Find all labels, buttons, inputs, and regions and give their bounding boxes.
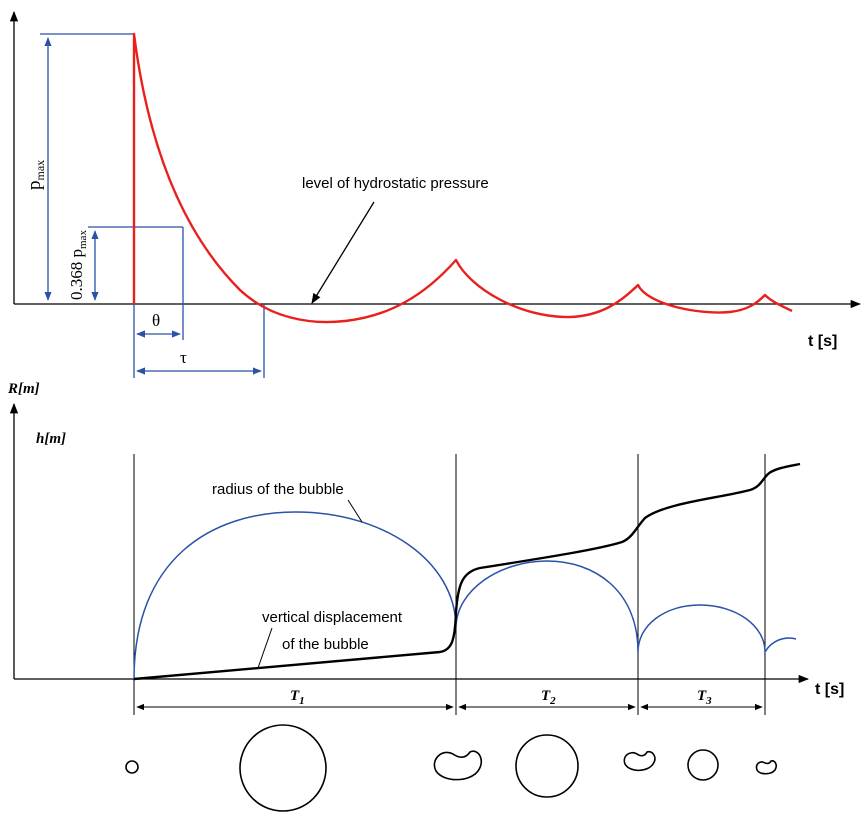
pmax-dimension <box>40 33 265 378</box>
bubble-shape-collapsed-2 <box>623 750 656 772</box>
decay-level-label: 0.368 pmax <box>67 230 89 300</box>
bubble-plot: R[m] h[m] t [s] radius of the bubble ver… <box>7 381 844 715</box>
radius-annotation: radius of the bubble <box>212 481 344 498</box>
bubble-shape-collapsed-1 <box>433 750 483 781</box>
displacement-annotation-line1: vertical displacement <box>262 609 403 626</box>
period-label-1: T1 <box>290 688 305 707</box>
hydrostatic-arrow <box>311 201 375 304</box>
displacement-annotation-leader <box>257 627 273 669</box>
theta-label: θ <box>152 311 160 330</box>
bubble-shape-collapsed-3 <box>755 760 778 775</box>
displacement-annotation-line2: of the bubble <box>282 636 369 653</box>
bubble-shape-small-2 <box>687 749 719 781</box>
bubble-shapes <box>125 724 778 812</box>
tau-label: τ <box>180 348 187 367</box>
bubble-shape-medium <box>515 734 579 798</box>
displacement-curve <box>133 462 801 681</box>
pressure-plot: t [s] pmax 0.368 pmax θ τ level of hydro… <box>9 10 862 378</box>
bubble-shape-large <box>239 724 327 812</box>
hydrostatic-annotation: level of hydrostatic pressure <box>302 175 489 192</box>
pressure-curve <box>132 32 793 324</box>
period-label-2: T2 <box>541 688 556 707</box>
period-label-3: T3 <box>697 688 712 707</box>
h-axis-label: h[m] <box>36 431 66 447</box>
pressure-t-axis-label: t [s] <box>808 333 837 350</box>
radius-annotation-leader <box>347 499 363 523</box>
bubble-t-axis-label: t [s] <box>815 681 844 698</box>
bubble-shape-small <box>125 760 139 774</box>
r-axis-label: R[m] <box>7 381 40 397</box>
pmax-label: pmax <box>24 160 47 190</box>
radius-curve <box>133 511 797 680</box>
